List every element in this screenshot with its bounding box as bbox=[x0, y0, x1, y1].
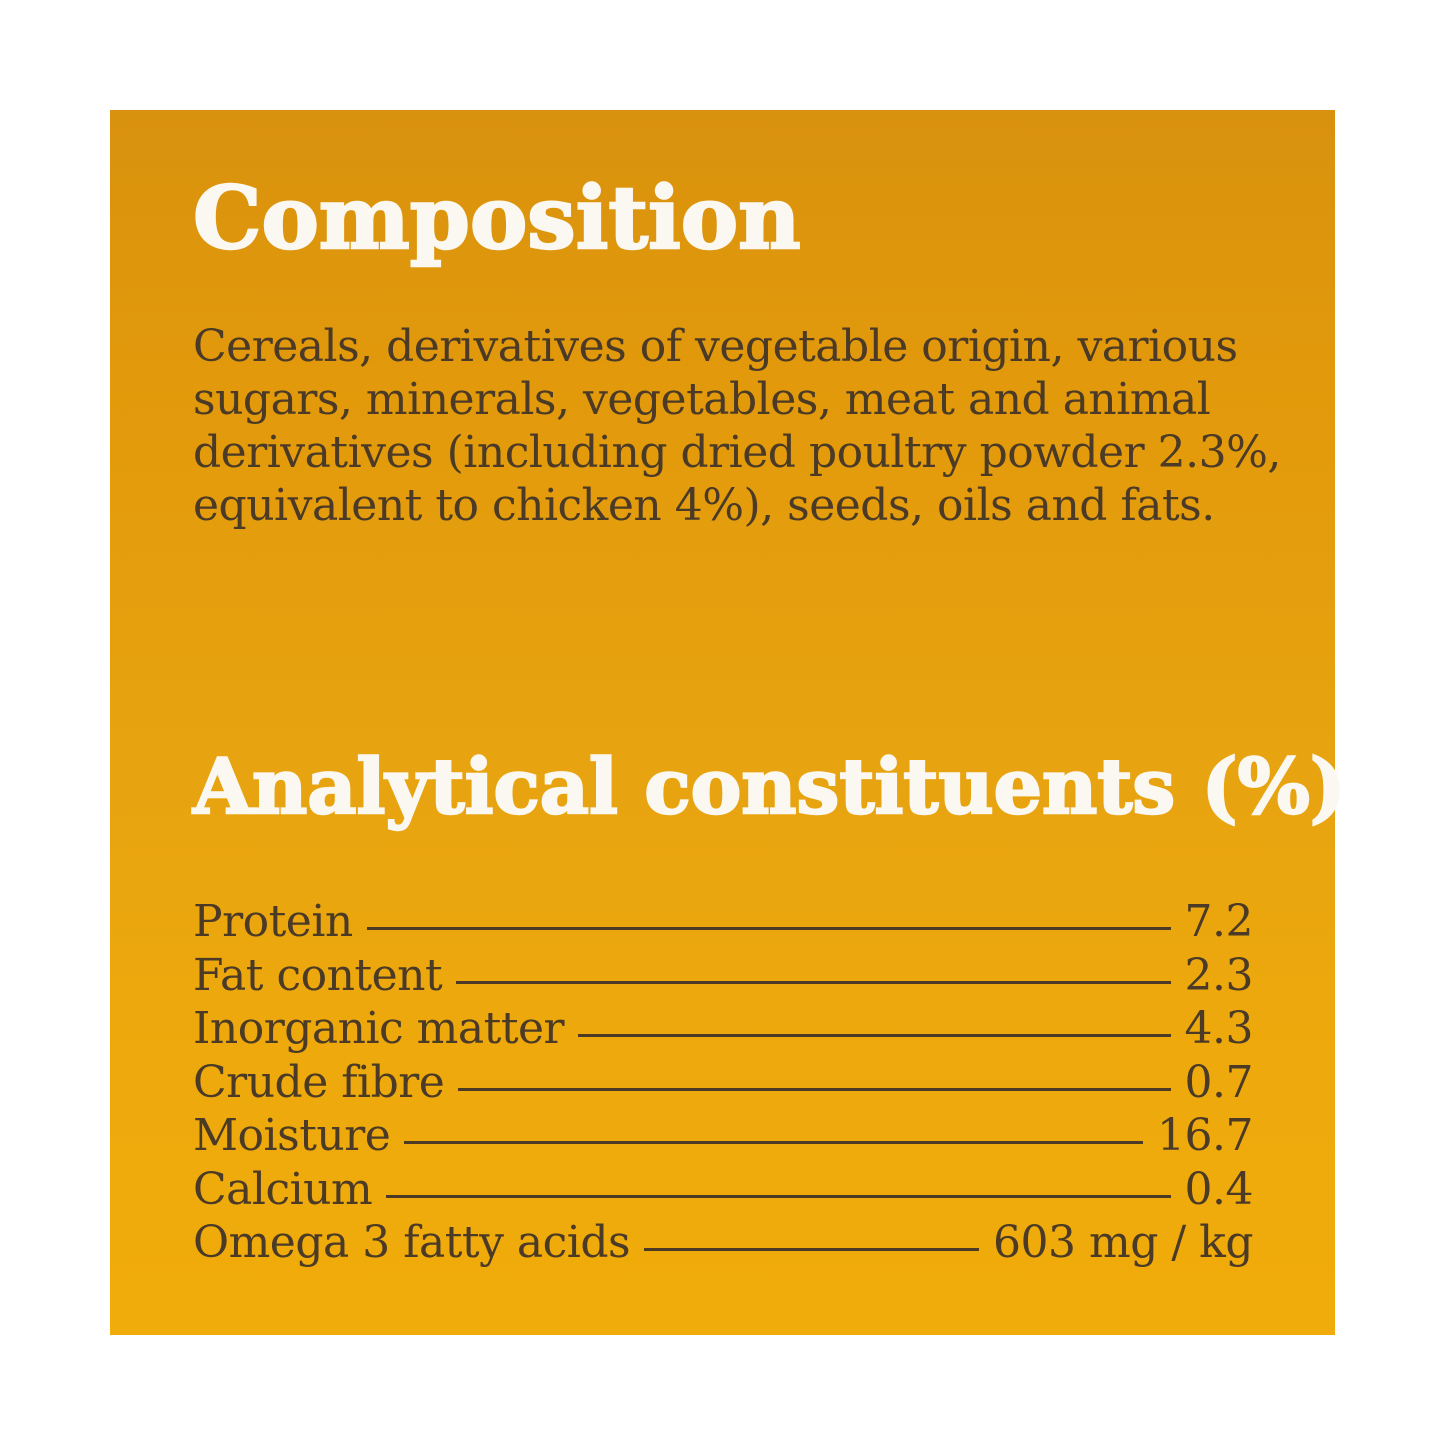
composition-line: derivatives (including dried poultry pow… bbox=[193, 427, 1281, 478]
row-label: Protein bbox=[193, 896, 353, 947]
leader-line bbox=[456, 980, 1171, 984]
composition-line: sugars, minerals, vegetables, meat and a… bbox=[193, 374, 1211, 425]
leader-line bbox=[578, 1034, 1171, 1037]
row-value: 2.3 bbox=[1184, 949, 1254, 1001]
table-row-crude-fibre: Crude fibre 0.7 bbox=[193, 1056, 1254, 1111]
table-row-calcium: Calcium 0.4 bbox=[193, 1163, 1254, 1218]
table-row-fat-content: Fat content 2.3 bbox=[193, 949, 1254, 1004]
composition-line: Cereals, derivatives of vegetable origin… bbox=[193, 321, 1238, 372]
row-value: 7.2 bbox=[1184, 896, 1254, 947]
row-label: Omega 3 fatty acids bbox=[193, 1217, 631, 1268]
leader-line bbox=[644, 1248, 980, 1251]
row-label: Crude fibre bbox=[193, 1056, 445, 1108]
row-value: 0.4 bbox=[1184, 1163, 1254, 1215]
row-value: 603 mg / kg bbox=[993, 1217, 1253, 1268]
analytical-constituents-table: Protein 7.2 Fat content 2.3 Inorganic ma… bbox=[193, 896, 1254, 1271]
table-row-inorganic-matter: Inorganic matter 4.3 bbox=[193, 1003, 1254, 1057]
row-value: 0.7 bbox=[1184, 1056, 1254, 1108]
row-value: 16.7 bbox=[1157, 1110, 1253, 1161]
table-row-omega-3-fatty-acids: Omega 3 fatty acids 603 mg / kg bbox=[193, 1217, 1253, 1271]
analytical-constituents-title: Analytical constituents (%) bbox=[192, 741, 1347, 832]
row-value: 4.3 bbox=[1184, 1003, 1254, 1054]
label-panel: Composition Cereals, derivatives of vege… bbox=[110, 110, 1347, 1335]
composition-body: Cereals, derivatives of vegetable origin… bbox=[193, 320, 1281, 532]
leader-line bbox=[458, 1087, 1171, 1091]
row-label: Inorganic matter bbox=[193, 1003, 565, 1054]
row-label: Calcium bbox=[193, 1163, 373, 1215]
table-row-moisture: Moisture 16.7 bbox=[193, 1110, 1253, 1164]
composition-title: Composition bbox=[192, 167, 802, 270]
row-label: Fat content bbox=[193, 949, 443, 1001]
leader-line bbox=[404, 1141, 1144, 1144]
row-label: Moisture bbox=[193, 1110, 391, 1161]
composition-line: equivalent to chicken 4%), seeds, oils a… bbox=[193, 480, 1215, 531]
leader-line bbox=[386, 1194, 1171, 1198]
leader-line bbox=[366, 927, 1171, 930]
table-row-protein: Protein 7.2 bbox=[193, 896, 1254, 950]
